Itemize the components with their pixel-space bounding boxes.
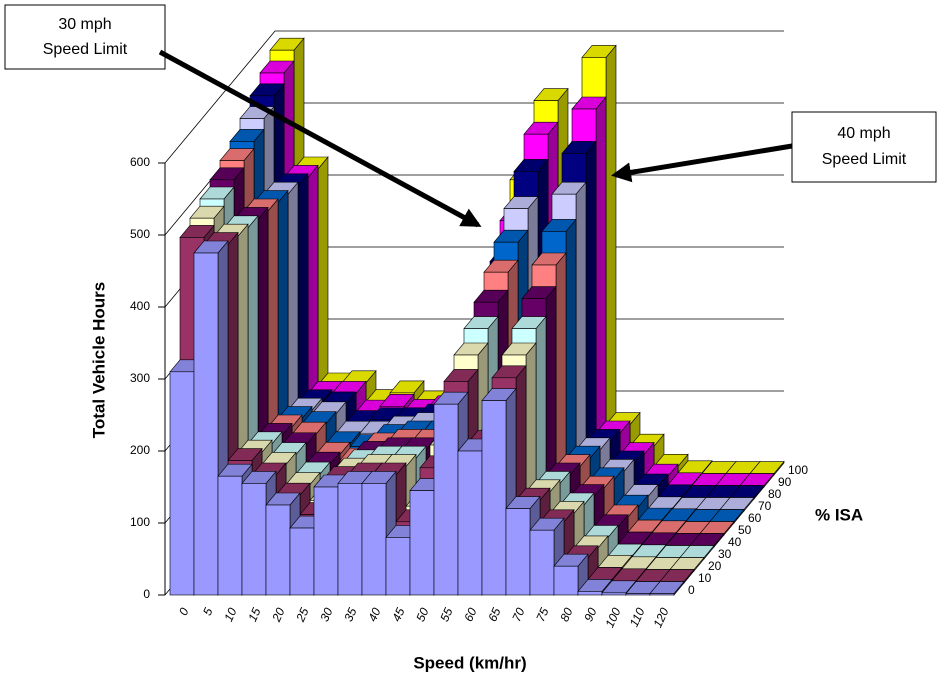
bar-front [217,475,243,596]
bar-front [193,252,219,596]
bar-side [605,44,617,476]
bar-front [313,486,339,596]
y-tick-label: 400 [130,299,150,313]
legend-label: 10 [698,571,712,585]
annotation-arrow [158,49,482,228]
bar-front [457,450,483,596]
x-tick-label: 90 [581,605,599,623]
bar-front [529,529,555,596]
x-tick-label: 120 [650,605,671,629]
y-tick-label: 100 [130,515,150,529]
x-tick-label: 0 [176,605,192,617]
x-tick-label: 70 [509,605,527,623]
x-tick-label: 55 [437,605,455,623]
bar-front [265,504,291,596]
legend-label: 70 [758,499,772,513]
x-tick-label: 20 [269,605,288,624]
bar-front [577,591,603,596]
x-tick-label: 75 [533,605,551,623]
bar-front [385,537,411,596]
y-tick-label: 300 [130,371,150,385]
bar-front [505,508,531,596]
bar-front [361,483,387,596]
bar-front [553,565,579,596]
bar-front [241,483,267,596]
legend-label: 30 [718,547,732,561]
bar [649,580,685,596]
x-axis-title: Speed (km/hr) [413,653,526,672]
legend-label: 50 [738,523,752,537]
annotation-arrow [611,143,793,183]
annotation-box [4,4,166,70]
bar-front [337,483,363,596]
bar-front [481,400,507,596]
bar-front [169,371,195,596]
legend-label: 20 [708,559,722,573]
annotation-box [791,111,937,183]
annotation: 30 mph [58,16,111,33]
y-tick-label: 200 [130,443,150,457]
x-tick-label: 25 [293,605,312,624]
x-tick-label: 80 [557,605,575,623]
annotation: 40 mph [837,125,890,142]
x-tick-label: 5 [200,605,216,617]
x-tick-label: 110 [627,605,648,629]
y-tick-label: 600 [130,155,150,169]
x-tick-label: 65 [485,605,503,623]
bars [169,37,785,596]
y-axis-title: Total Vehicle Hours [89,282,108,439]
x-tick-label: 100 [602,605,623,629]
y-tick-label: 0 [143,587,150,601]
z-axis-title: % ISA [815,505,863,524]
legend-label: 100 [788,463,808,477]
x-tick-label: 30 [317,605,335,623]
x-tick-label: 10 [221,605,239,623]
x-tick-label: 45 [389,605,407,623]
y-tick-label: 500 [130,227,150,241]
legend-label: 90 [778,475,792,489]
bar-front [433,403,459,596]
bar-front [289,527,315,596]
annotation: Speed Limit [43,41,128,58]
x-tick-label: 15 [245,605,263,623]
annotation: Speed Limit [822,151,907,168]
bar-front [409,490,435,596]
legend-label: 40 [728,535,742,549]
bar-front [649,593,675,596]
bar-front [601,592,627,596]
legend-label: 60 [748,511,762,525]
grid-line [164,30,784,164]
bar [193,240,229,596]
x-tick-label: 60 [461,605,479,623]
legend-label: 0 [688,583,695,597]
x-tick-label: 50 [413,605,431,623]
x-tick-label: 40 [365,605,383,623]
bar-front [625,593,651,596]
legend-label: 80 [768,487,782,501]
x-tick-label: 35 [341,605,359,623]
